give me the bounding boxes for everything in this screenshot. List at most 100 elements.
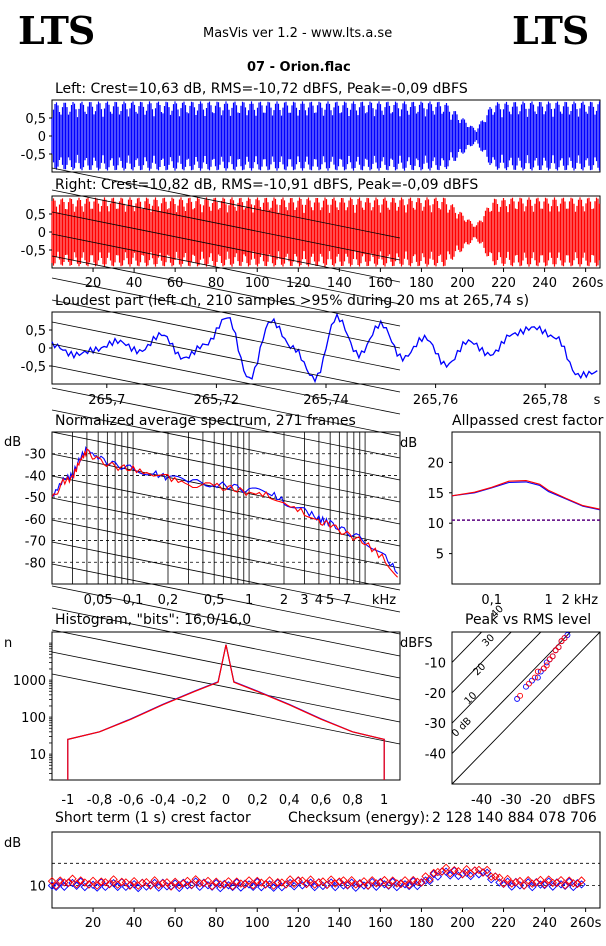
spectrum-slope <box>51 299 401 371</box>
x-tick-label: 60 <box>167 276 184 291</box>
crest-st-point <box>462 865 471 874</box>
peak-rms-point <box>537 668 544 675</box>
crest-st-point <box>105 880 114 889</box>
spectrum-slope <box>51 255 401 327</box>
crest-st-point <box>154 883 163 892</box>
x-tick-label: 0 <box>222 793 230 808</box>
x-tick-label: 140 <box>327 276 352 291</box>
crest-st-point <box>191 875 200 884</box>
checksum-label: Checksum (energy): <box>288 810 430 826</box>
x-tick-label: 40 <box>126 276 143 291</box>
crest-st-point <box>150 876 159 885</box>
crest-st-point <box>51 881 61 890</box>
crest-st-point <box>248 882 258 892</box>
x-tick-label: 265,74 <box>303 393 349 408</box>
x-tick-label: 0,1 <box>481 593 502 608</box>
y-tick-label: -0,5 <box>21 360 46 375</box>
crest-st-point <box>466 871 475 881</box>
x-tick-label: 0,2 <box>158 593 179 608</box>
x-tick-label: 1 <box>245 593 253 608</box>
crest-st-point <box>84 880 94 889</box>
y-tick-label: -30 <box>425 717 446 732</box>
x-tick-label: 4 <box>315 593 323 608</box>
crest-st-point <box>376 877 385 887</box>
crest-st-point <box>199 878 209 888</box>
crest-st-point <box>396 879 406 889</box>
crest-st-point <box>491 872 500 881</box>
crest-st-point <box>281 880 291 889</box>
y-tick-label: -30 <box>25 448 46 463</box>
crest-st-point <box>207 881 217 891</box>
crest-st-point <box>515 876 525 886</box>
spectrum-slope <box>51 409 401 481</box>
peak-rms-point <box>534 668 541 675</box>
x-tick-label: 0,5 <box>204 593 225 608</box>
spectrum-slope <box>51 541 401 613</box>
checksum-value: 2 128 140 884 078 706 <box>432 810 597 826</box>
x-tick-label: 260s <box>570 916 602 931</box>
peak-rms-point <box>552 647 559 654</box>
y-tick-label: 100 <box>21 711 46 726</box>
peak-rms-point <box>555 644 562 651</box>
y-tick-label: -0,5 <box>21 148 46 163</box>
y-tick-label: 0 <box>38 226 46 241</box>
lts-logo-left: LTS <box>18 8 95 53</box>
x-tick-label: 80 <box>208 276 225 291</box>
y-tick-label: -70 <box>25 535 46 550</box>
crest-st-point <box>248 881 258 890</box>
x-tick-label: 180 <box>409 916 434 931</box>
x-tick-label: 265,78 <box>522 393 568 408</box>
spectrum-slope <box>51 167 401 239</box>
crest-st-point <box>56 876 65 885</box>
allpassed-series <box>451 481 601 511</box>
crest-diagonal <box>451 631 601 785</box>
x-tick-label: 60 <box>167 916 184 931</box>
crest-st-point <box>154 880 163 890</box>
crest-st-point <box>384 880 393 890</box>
x-tick-label: -0,8 <box>87 793 112 808</box>
peak-rms-point <box>558 638 565 645</box>
crest-st-point <box>113 882 122 892</box>
y-tick-label: -20 <box>425 687 446 702</box>
crest-st-point <box>326 875 336 884</box>
spectrum-slope <box>51 211 401 283</box>
histogram-frame <box>51 631 401 781</box>
peak-rms-point <box>523 683 529 690</box>
spectrum-slope <box>51 497 401 569</box>
x-tick-label: 20 <box>85 916 102 931</box>
crest-st-point <box>265 876 274 885</box>
spectrum-ylabel: dB <box>4 435 21 450</box>
crest-st-point <box>560 881 570 890</box>
lts-logo-right: LTS <box>512 8 589 53</box>
spectrum-slope <box>51 563 401 635</box>
x-unit-label: s <box>594 393 601 408</box>
spectrum-slope <box>51 189 401 261</box>
peak-rms-point <box>526 680 532 687</box>
crest-st-point <box>224 877 233 886</box>
peak-rms-point <box>564 632 571 638</box>
waveform-left-title: Left: Crest=10,63 dB, RMS=-10,72 dBFS, P… <box>55 81 468 97</box>
x-tick-label: -1 <box>61 793 74 808</box>
histogram-series <box>67 644 385 781</box>
x-tick-label: -0,4 <box>150 793 175 808</box>
crest-st-point <box>203 876 213 886</box>
allpassed-title: Allpassed crest factor <box>452 413 604 429</box>
crest-st-point <box>507 879 516 888</box>
crest-st-point <box>560 881 570 891</box>
crest-st-ylabel: dB <box>4 836 21 851</box>
x-unit-label: dBFS <box>563 793 596 808</box>
x-tick-label: 140 <box>327 916 352 931</box>
crest-st-point <box>146 881 155 890</box>
crest-st-point <box>425 876 434 886</box>
crest-st-point <box>495 873 504 882</box>
peak-rms-ylabel: dBFS <box>400 636 433 651</box>
x-tick-label: -20 <box>530 793 551 808</box>
crest-st-point <box>60 882 69 891</box>
crest-st-point <box>322 880 332 890</box>
peak-rms-point <box>543 662 550 669</box>
spectrum-slope <box>51 629 401 701</box>
crest-st-point <box>499 879 508 888</box>
x-tick-label: 0,2 <box>247 793 268 808</box>
diagonal-label: 10 <box>463 690 480 707</box>
peak-rms-point <box>528 677 535 684</box>
